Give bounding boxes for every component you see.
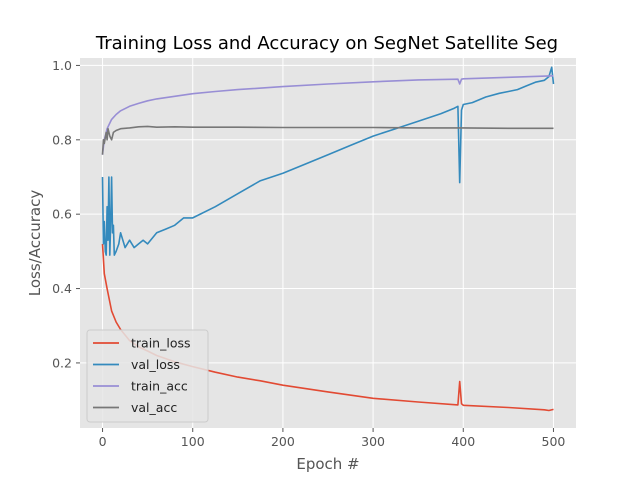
y-tick-label: 0.2 — [52, 355, 72, 370]
y-tick-label: 0.4 — [52, 281, 72, 296]
legend-label-val-acc: val_acc — [131, 400, 177, 415]
y-tick-label: 0.8 — [52, 132, 72, 147]
x-tick-label: 400 — [451, 434, 475, 449]
series-line-val-loss — [101, 66, 555, 256]
x-tick-label: 200 — [271, 434, 295, 449]
series-line-train-acc — [101, 75, 554, 155]
legend-label-train-loss: train_loss — [131, 336, 191, 351]
series-lines — [101, 66, 555, 412]
x-tick-label: 500 — [542, 434, 566, 449]
y-axis-label: Loss/Accuracy — [26, 190, 44, 297]
x-tick-label: 300 — [361, 434, 385, 449]
x-axis-label: Epoch # — [296, 455, 359, 473]
y-axis-ticks: 0.2 0.4 0.6 0.8 1.0 — [52, 58, 80, 370]
chart-title: Training Loss and Accuracy on SegNet Sat… — [95, 33, 558, 54]
legend: train_loss val_loss train_acc val_acc — [86, 329, 209, 423]
legend-label-val-loss: val_loss — [131, 357, 180, 372]
x-tick-label: 100 — [181, 434, 205, 449]
grid — [80, 58, 576, 428]
x-tick-label: 0 — [99, 434, 107, 449]
x-axis-ticks: 0 100 200 300 400 500 — [99, 428, 566, 449]
y-tick-label: 0.6 — [52, 207, 72, 222]
series-line-val-acc — [101, 125, 554, 155]
legend-label-train-acc: train_acc — [131, 379, 188, 394]
legend-box — [86, 329, 209, 423]
series-line-train-loss — [101, 243, 554, 412]
y-tick-label: 1.0 — [52, 58, 72, 73]
